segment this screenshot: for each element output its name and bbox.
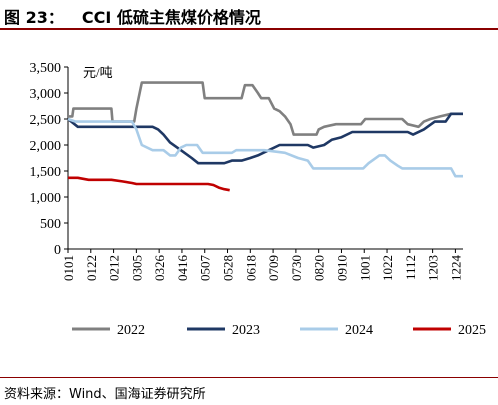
series-line-2024 <box>67 117 463 178</box>
figure-label: 图 23： <box>4 8 64 27</box>
legend-label-2024: 2024 <box>345 323 373 338</box>
y-tick-label: 500 <box>40 217 61 232</box>
title-rule <box>0 28 498 30</box>
x-tick-label: 0709 <box>266 255 281 281</box>
x-tick-label: 0730 <box>289 255 304 281</box>
series-2023 <box>67 112 463 165</box>
line-chart: 0 500 1,000 1,500 2,000 2,500 3,000 3,500 0101 01… <box>30 61 487 338</box>
legend-label-2022: 2022 <box>117 323 145 338</box>
series-2025 <box>68 176 230 192</box>
y-tick-label: 2,000 <box>30 139 62 154</box>
y-tick-label: 3,500 <box>30 61 62 76</box>
x-tick-label: 1001 <box>357 255 372 281</box>
bottom-rule <box>0 377 498 378</box>
series-2022 <box>68 81 463 136</box>
x-tick-label: 1203 <box>426 255 441 281</box>
x-tick-label: 0101 <box>61 255 76 281</box>
series-line-2025 <box>68 176 230 192</box>
legend-label-2025: 2025 <box>458 323 486 338</box>
x-tick-label: 0212 <box>107 255 122 281</box>
source-note: 资料来源：Wind、国海证券研究所 <box>4 387 206 402</box>
unit-label: 元/吨 <box>83 65 113 80</box>
y-tick-label: 0 <box>54 243 61 258</box>
series-2024 <box>67 117 463 178</box>
legend-label-2023: 2023 <box>232 323 260 338</box>
figure-title-text: CCI 低硫主焦煤价格情况 <box>81 8 261 27</box>
x-tick-label: 0820 <box>312 255 327 281</box>
x-tick-label: 0416 <box>175 255 190 282</box>
x-tick-label: 1112 <box>403 255 418 280</box>
x-tick-label: 0507 <box>198 255 213 282</box>
y-tick-label: 1,000 <box>30 191 62 206</box>
x-tick-label: 0326 <box>152 255 167 282</box>
series-line-2023 <box>67 112 463 165</box>
x-tick-label: 0122 <box>84 255 99 281</box>
x-tick-label: 1022 <box>380 255 395 281</box>
x-tick-label: 0618 <box>243 255 258 281</box>
x-tick-label: 0528 <box>221 255 236 281</box>
series-line-2022 <box>68 81 463 136</box>
figure-title: 图 23： CCI 低硫主焦煤价格情况 <box>4 4 261 28</box>
y-tick-label: 3,000 <box>30 87 62 102</box>
y-tick-label: 1,500 <box>30 165 62 180</box>
x-tick-label: 1224 <box>448 255 463 282</box>
x-tick-label: 0910 <box>334 255 349 281</box>
y-tick-label: 2,500 <box>30 113 62 128</box>
x-tick-label: 0305 <box>129 255 144 281</box>
